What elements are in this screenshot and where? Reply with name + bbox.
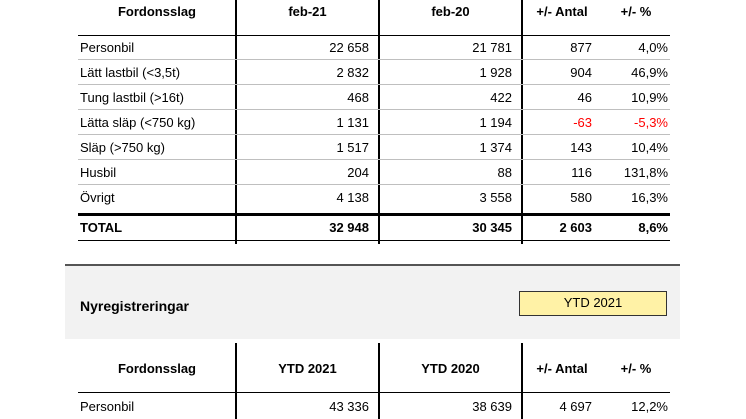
table1-divider-2: [378, 0, 380, 244]
row-7-antal: 580: [570, 190, 592, 205]
t2-row-ytd-2021: 43 336: [329, 399, 369, 414]
row-separator: [78, 59, 670, 60]
t2-row-pct: 12,2%: [631, 399, 668, 414]
table2-header-rule: [78, 392, 670, 393]
row-separator: [78, 184, 670, 185]
table1-bottom-rule: [78, 240, 670, 241]
row-3-feb-21: 468: [347, 90, 369, 105]
row-6-label: Husbil: [80, 165, 117, 180]
period-selector[interactable]: YTD 2021: [519, 291, 667, 316]
row-3-antal: 46: [577, 90, 592, 105]
t2-row-antal: 4 697: [559, 399, 592, 414]
header-feb-21: feb-21: [288, 4, 327, 19]
total-label: TOTAL: [80, 220, 123, 235]
section-title: Nyregistreringar: [80, 298, 189, 314]
row-separator: [78, 84, 670, 85]
row-separator: [78, 109, 670, 110]
row-4-label: Lätta släp (<750 kg): [80, 115, 196, 130]
table1-divider-3: [521, 0, 523, 244]
header-antal: +/- Antal: [536, 4, 588, 19]
row-2-label: Lätt lastbil (<3,5t): [80, 65, 181, 80]
total-pct: 8,6%: [638, 220, 668, 235]
row-1-label: Personbil: [80, 40, 135, 55]
row-1-pct: 4,0%: [638, 40, 668, 55]
row-2-feb-20: 1 928: [479, 65, 512, 80]
header-fordonsslag: Fordonsslag: [117, 4, 196, 19]
row-4-feb-21: 1 131: [336, 115, 369, 130]
row-1-antal: 877: [570, 40, 592, 55]
header-feb-20: feb-20: [431, 4, 470, 19]
row-7-feb-20: 3 558: [479, 190, 512, 205]
row-2-pct: 46,9%: [631, 65, 668, 80]
row-6-feb-21: 204: [347, 165, 369, 180]
total-antal: 2 603: [559, 220, 592, 235]
row-separator: [78, 134, 670, 135]
section-top-border: [65, 264, 680, 266]
table1-divider-1: [235, 0, 237, 244]
table1-header-rule: [78, 35, 670, 36]
table2-divider-3: [521, 343, 523, 419]
row-6-pct: 131,8%: [623, 165, 668, 180]
row-6-antal: 116: [571, 165, 592, 180]
row-5-antal: 143: [570, 140, 592, 155]
t2-header-ytd-2021: YTD 2021: [278, 361, 337, 376]
t2-header-ytd-2020: YTD 2020: [421, 361, 480, 376]
row-3-pct: 10,9%: [631, 90, 668, 105]
row-7-pct: 16,3%: [631, 190, 668, 205]
table1-total-rule: [78, 213, 670, 216]
row-4-pct: -5,3%: [634, 115, 668, 130]
t2-header-fordonsslag: Fordonsslag: [117, 361, 196, 376]
row-5-feb-21: 1 517: [336, 140, 369, 155]
header-pct: +/- %: [620, 4, 652, 19]
row-7-label: Övrigt: [80, 190, 115, 205]
row-4-antal: -63: [573, 115, 592, 130]
row-4-feb-20: 1 194: [479, 115, 512, 130]
row-1-feb-20: 21 781: [472, 40, 512, 55]
t2-header-antal: +/- Antal: [536, 361, 588, 376]
row-2-antal: 904: [570, 65, 592, 80]
row-2-feb-21: 2 832: [336, 65, 369, 80]
row-5-pct: 10,4%: [631, 140, 668, 155]
row-3-feb-20: 422: [490, 90, 512, 105]
total-feb-21: 32 948: [329, 220, 369, 235]
row-1-feb-21: 22 658: [329, 40, 369, 55]
table2-divider-2: [378, 343, 380, 419]
t2-row-label: Personbil: [80, 399, 135, 414]
t2-header-pct: +/- %: [620, 361, 652, 376]
row-3-label: Tung lastbil (>16t): [80, 90, 184, 105]
row-5-feb-20: 1 374: [479, 140, 512, 155]
total-feb-20: 30 345: [472, 220, 512, 235]
row-7-feb-21: 4 138: [336, 190, 369, 205]
row-separator: [78, 159, 670, 160]
row-5-label: Släp (>750 kg): [80, 140, 165, 155]
t2-row-ytd-2020: 38 639: [472, 399, 512, 414]
row-6-feb-20: 88: [497, 165, 512, 180]
table2-divider-1: [235, 343, 237, 419]
